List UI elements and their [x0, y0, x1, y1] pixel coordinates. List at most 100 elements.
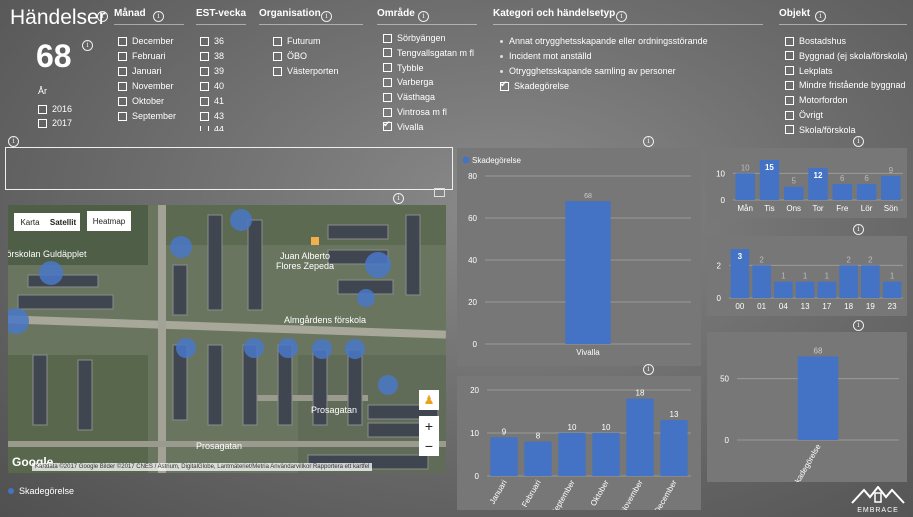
info-icon[interactable]: i: [815, 11, 826, 22]
filter-option-omrade[interactable]: Sörbyängen: [383, 33, 446, 43]
info-icon[interactable]: i: [853, 320, 864, 331]
chart-area[interactable]: 0 20 40 60 80 68 Vivalla Skadegörelse: [457, 148, 701, 366]
checkbox-icon: [785, 51, 794, 61]
filter-option-vecka[interactable]: 36: [200, 36, 224, 46]
info-icon[interactable]: i: [643, 364, 654, 375]
data-label: 5: [791, 177, 796, 186]
filter-option-kategori[interactable]: Annat otrygghetsskapande eller ordningss…: [500, 36, 708, 46]
filter-option-org[interactable]: Västerporten: [273, 66, 339, 76]
street-view-icon[interactable]: ♟: [419, 390, 439, 410]
map-type-satellit-button[interactable]: Satellit: [46, 213, 80, 231]
bar: [882, 281, 902, 298]
map-panel[interactable]: förskolan Guldäpplet Juan Alberto Flores…: [8, 205, 446, 473]
filter-option-vecka[interactable]: 39: [200, 66, 224, 76]
data-label: 15: [765, 163, 774, 172]
filter-option-omrade[interactable]: Vintrosa m fl: [383, 107, 447, 117]
x-tick-label: 13: [801, 302, 810, 311]
filter-option-kategori[interactable]: Skadegörelse: [500, 79, 569, 91]
satellite-map[interactable]: [8, 205, 446, 473]
checkbox-checked-icon: [383, 119, 392, 132]
checkbox-icon: [785, 125, 794, 135]
info-icon[interactable]: i: [97, 11, 108, 22]
info-icon[interactable]: i: [616, 11, 627, 22]
filter-option-objekt[interactable]: Lekplats: [785, 66, 833, 76]
y-tick-label: 20: [468, 298, 477, 307]
filter-option-org[interactable]: Futurum: [273, 36, 321, 46]
info-icon[interactable]: i: [82, 40, 93, 51]
filter-option-vecka[interactable]: 44: [200, 126, 224, 131]
checkbox-icon: [200, 126, 209, 131]
filter-option-objekt[interactable]: Byggnad (ej skola/förskola): [785, 51, 908, 61]
chart-weekday[interactable]: 0 10 10 Mån 15 Tis 5 Ons 12 Tor 6 Fre 6 Lör 9 Sön: [707, 148, 907, 218]
checkbox-icon: [118, 36, 127, 46]
expand-icon[interactable]: [434, 188, 445, 197]
filter-option-manad[interactable]: December: [118, 36, 174, 46]
data-label: 2: [846, 255, 851, 264]
info-icon[interactable]: i: [853, 224, 864, 235]
data-label: 1: [890, 272, 895, 281]
filter-underline: [493, 24, 763, 25]
zoom-out-button[interactable]: −: [419, 436, 439, 456]
checkbox-icon: [785, 66, 794, 76]
bar: [861, 265, 880, 298]
filter-option-objekt[interactable]: Skola/förskola: [785, 125, 856, 135]
filter-option-manad[interactable]: November: [118, 81, 174, 91]
bar: [730, 249, 750, 298]
filter-option-omrade[interactable]: Västhaga: [383, 92, 435, 102]
filter-option-kategori[interactable]: Incident mot anställd: [500, 51, 592, 61]
checkbox-icon: [273, 51, 282, 61]
filter-option-objekt[interactable]: Motorfordon: [785, 95, 848, 105]
info-icon[interactable]: i: [393, 193, 404, 204]
chart-hour[interactable]: 0 2 3 00 2 01 1 04 1 13 1 17 2 18 2 19 1 23: [707, 236, 907, 316]
map-legend: Skadegörelse: [8, 486, 74, 496]
chart-type-svg: 0 50 68 Skadegörelse: [720, 346, 899, 489]
page-title: Händelser: [10, 6, 106, 29]
chart-type[interactable]: 0 50 68 Skadegörelse: [707, 332, 907, 489]
filter-option-omrade[interactable]: Vivalla: [383, 119, 423, 132]
filter-option-omrade[interactable]: Varberga: [383, 77, 433, 87]
map-type-karta-button[interactable]: Karta: [14, 213, 46, 231]
filter-option-manad[interactable]: September: [118, 111, 176, 121]
filter-option-manad[interactable]: Februari: [118, 51, 166, 61]
bar: [774, 281, 793, 298]
year-option[interactable]: 2017: [38, 118, 72, 128]
data-label: 68: [814, 346, 823, 355]
bar: [817, 281, 837, 298]
zoom-in-button[interactable]: +: [419, 416, 439, 436]
filter-option-objekt[interactable]: Övrigt: [785, 110, 823, 120]
filter-option-manad[interactable]: Oktober: [118, 96, 164, 106]
filter-option-objekt[interactable]: Bostadshus: [785, 36, 846, 46]
year-option[interactable]: 2016: [38, 104, 72, 114]
map-attribution: Kartdata ©2017 Google Bilder ©2017 CNES …: [32, 463, 373, 471]
info-icon[interactable]: i: [153, 11, 164, 22]
info-icon[interactable]: i: [321, 11, 332, 22]
bar: [881, 176, 901, 200]
info-icon[interactable]: i: [8, 136, 19, 147]
checkbox-icon: [383, 48, 392, 58]
x-tick-label: Ons: [786, 204, 801, 213]
bar: [808, 168, 828, 200]
filter-option-objekt[interactable]: Mindre fristående byggnad: [785, 80, 906, 90]
x-tick-label: 17: [822, 302, 831, 311]
x-tick-label: 04: [779, 302, 788, 311]
filter-option-omrade[interactable]: Tengvallsgatan m fl: [383, 48, 474, 58]
filter-option-kategori[interactable]: Otrygghetsskapande samling av personer: [500, 66, 676, 76]
y-tick-label: 0: [721, 196, 726, 205]
filter-option-manad[interactable]: Januari: [118, 66, 162, 76]
y-tick-label: 10: [716, 169, 725, 178]
x-tick-label: 19: [866, 302, 875, 311]
filter-option-vecka[interactable]: 43: [200, 111, 224, 121]
chart-month[interactable]: 0 10 20 9 Januari 8 Februari 10 September 10 Oktob…: [457, 376, 701, 517]
heatmap-button[interactable]: Heatmap: [87, 211, 131, 231]
filter-option-org[interactable]: ÖBO: [273, 51, 307, 61]
y-tick-label: 0: [475, 472, 480, 481]
info-icon[interactable]: i: [853, 136, 864, 147]
checkbox-icon: [38, 118, 47, 128]
filter-option-vecka[interactable]: 40: [200, 81, 224, 91]
filter-option-vecka[interactable]: 38: [200, 51, 224, 61]
info-icon[interactable]: i: [643, 136, 654, 147]
filter-option-omrade[interactable]: Tybble: [383, 63, 424, 73]
info-icon[interactable]: i: [418, 11, 429, 22]
total-count: 68: [36, 38, 72, 74]
filter-option-vecka[interactable]: 41: [200, 96, 224, 106]
